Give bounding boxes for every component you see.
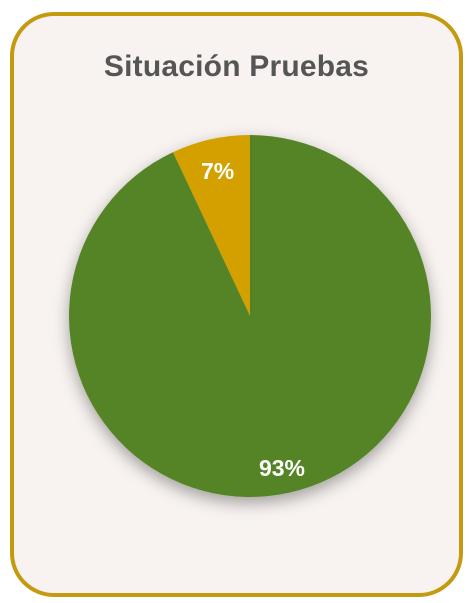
pie-slice-93pct: [68, 135, 432, 497]
pie-slice-7pct: [172, 135, 250, 316]
chart-title: Situación Pruebas: [103, 50, 370, 83]
pie-label-7pct: 7%: [201, 158, 234, 184]
pie-slices: [68, 135, 432, 497]
pie-labels: 7% 93%: [201, 158, 305, 481]
pie-label-93pct: 93%: [259, 455, 305, 481]
